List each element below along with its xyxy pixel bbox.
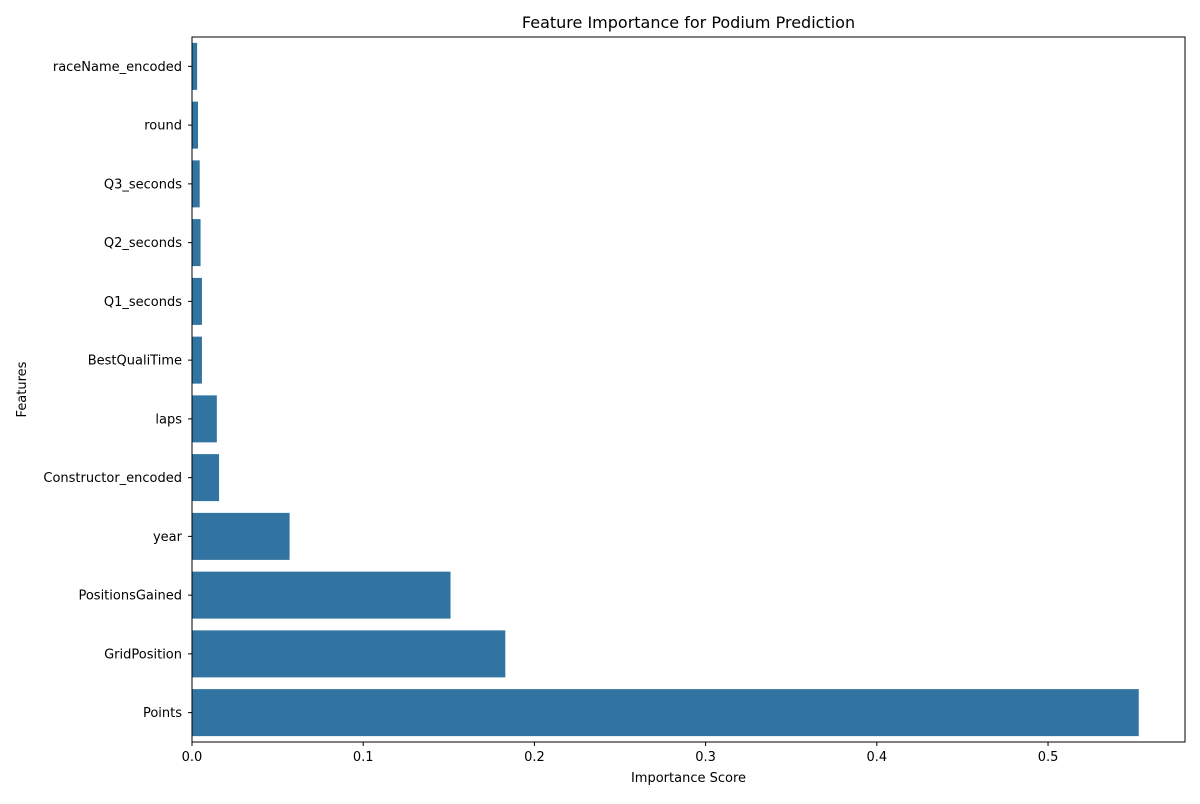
bar-BestQualiTime [192,336,202,384]
y-tick-label: GridPosition [104,647,182,662]
bar-year [192,512,290,560]
y-tick-label: Constructor_encoded [43,471,182,486]
chart-title: Feature Importance for Podium Prediction [522,13,855,32]
x-tick-label: 0.5 [1038,750,1059,765]
bar-Q1_seconds [192,277,202,325]
y-tick-label: raceName_encoded [53,60,182,75]
y-axis-label: Features [15,361,30,417]
x-tick-label: 0.3 [695,750,716,765]
x-tick-label: 0.4 [866,750,887,765]
bar-raceName_encoded [192,42,198,90]
plot-frame [191,36,1186,743]
y-tick-label: Q3_seconds [104,177,182,192]
bar-laps [192,395,217,443]
bar-round [192,101,198,149]
y-tick-label: Q2_seconds [104,236,182,251]
bars-layer [192,42,1139,737]
x-tick-label: 0.2 [524,750,545,765]
y-tick-label: year [153,530,183,545]
y-tick-label: round [144,119,182,134]
x-tick-label: 0.1 [353,750,374,765]
y-tick-label: Points [143,706,182,721]
bar-Constructor_encoded [192,454,220,502]
x-ticks-layer: 0.0 0.1 0.2 0.3 0.4 0.5 [182,742,1059,765]
bar-Points [192,689,1139,737]
y-tick-label: BestQualiTime [88,354,182,369]
x-axis-label: Importance Score [631,771,746,786]
bar-GridPosition [192,630,506,678]
bar-PositionsGained [192,571,451,619]
x-tick-label: 0.0 [182,750,203,765]
y-tick-label: laps [155,412,182,427]
bar-Q3_seconds [192,160,200,208]
bar-Q2_seconds [192,219,201,267]
y-tick-label: Q1_seconds [104,295,182,310]
y-tick-label: PositionsGained [78,589,182,604]
